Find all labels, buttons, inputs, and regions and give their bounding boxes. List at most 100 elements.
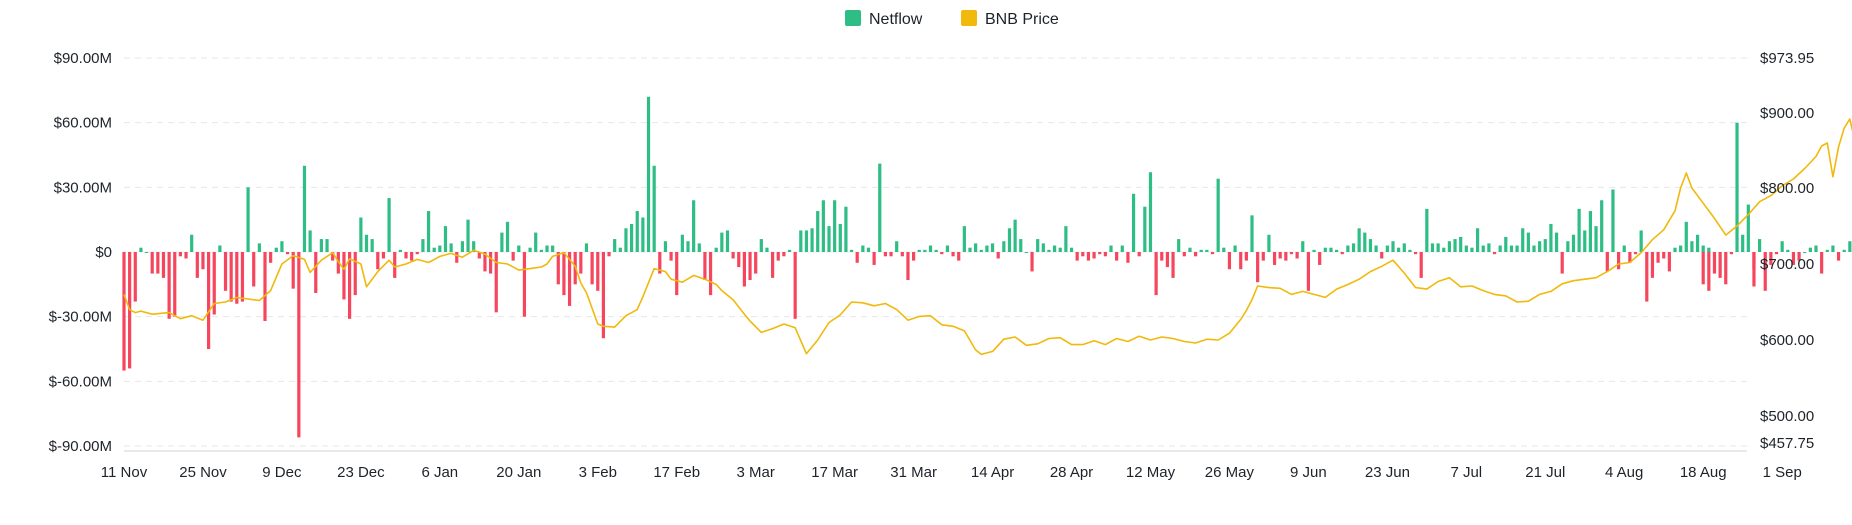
netflow-bar [1543, 239, 1547, 252]
netflow-bar [1227, 252, 1232, 270]
netflow-bar [844, 206, 848, 252]
netflow-bar [252, 252, 256, 287]
netflow-bar [833, 200, 837, 252]
x-tick-label: 25 Nov [179, 464, 227, 481]
netflow-bar [133, 252, 137, 302]
netflow-bar [455, 252, 459, 263]
netflow-bar [291, 252, 295, 289]
netflow-bar [1667, 252, 1671, 272]
netflow-bar [1103, 252, 1107, 257]
netflow-bar [1639, 230, 1643, 252]
netflow-bar [708, 252, 713, 296]
netflow-bar [940, 252, 944, 255]
netflow-bar [1081, 252, 1085, 257]
netflow-bar [1769, 252, 1773, 265]
netflow-bar [686, 241, 690, 252]
x-tick-label: 18 Aug [1680, 464, 1727, 481]
netflow-bar [1233, 245, 1237, 252]
x-tick-label: 4 Aug [1605, 464, 1643, 481]
y-right-tick-label: $800.00 [1760, 180, 1814, 197]
netflow-bar [421, 239, 425, 252]
netflow-bar [968, 247, 972, 252]
netflow-bar [342, 252, 346, 300]
netflow-bar [1244, 252, 1248, 261]
netflow-bar [1741, 234, 1745, 252]
netflow-bar [269, 252, 273, 263]
netflow-bar [827, 226, 831, 252]
bnb-price-line [123, 118, 1852, 356]
legend-item-netflow[interactable]: Netflow [845, 10, 923, 28]
netflow-bar [274, 247, 278, 252]
netflow-bar [1712, 252, 1717, 274]
netflow-bar [1115, 252, 1119, 261]
legend-label-netflow: Netflow [869, 11, 923, 28]
x-tick-label: 1 Sep [1763, 464, 1802, 481]
netflow-bar [257, 243, 261, 252]
legend-swatch-netflow [845, 10, 861, 26]
netflow-bar [1154, 252, 1158, 296]
netflow-bar [364, 234, 369, 252]
netflow-bar [799, 230, 803, 252]
netflow-bar [1289, 252, 1294, 255]
netflow-bar [1538, 241, 1542, 252]
netflow-bar [534, 232, 538, 252]
netflow-bar [630, 223, 634, 252]
netflow-bar [331, 252, 335, 261]
netflow-bar [398, 249, 402, 252]
netflow-bar [900, 252, 904, 257]
netflow-bar [1447, 241, 1451, 252]
netflow-bar [658, 252, 662, 274]
netflow-bar [443, 226, 448, 252]
netflow-bar [1746, 204, 1750, 252]
netflow-bar [1064, 226, 1068, 252]
netflow-bar [297, 252, 301, 438]
netflow-bar [528, 247, 532, 252]
netflow-bar [1679, 245, 1683, 252]
netflow-bar [1752, 252, 1756, 287]
netflow-bar [1735, 122, 1739, 252]
legend-item-bnb-price[interactable]: BNB Price [961, 10, 1059, 28]
netflow-bar [641, 217, 645, 252]
netflow-bar [1391, 241, 1395, 252]
netflow-bar [1690, 241, 1694, 252]
netflow-bar [1047, 249, 1051, 252]
netflow-bar [1194, 252, 1198, 257]
netflow-bar [1425, 208, 1429, 252]
netflow-bar [1041, 243, 1045, 252]
netflow-bar [207, 252, 211, 349]
netflow-bar [1210, 252, 1215, 255]
netflow-bar [551, 245, 555, 252]
netflow-bar [1222, 247, 1226, 252]
netflow-bar [1036, 239, 1040, 252]
netflow-bar [742, 252, 746, 287]
netflow-bar [1165, 252, 1169, 268]
x-tick-label: 14 Apr [971, 464, 1014, 481]
netflow-bar [866, 247, 871, 252]
netflow-bar [754, 252, 758, 274]
netflow-bar [1481, 245, 1485, 252]
netflow-bar [1374, 245, 1378, 252]
netflow-bar [229, 252, 233, 302]
netflow-bar [500, 232, 504, 252]
netflow-bar [1464, 245, 1468, 252]
netflow-bar [1002, 241, 1006, 252]
netflow-bar [178, 252, 182, 257]
netflow-bar [945, 245, 950, 252]
netflow-bar [697, 243, 701, 252]
netflow-bar [714, 247, 718, 252]
y-right-tick-label: $900.00 [1760, 105, 1814, 122]
netflow-bar [545, 245, 549, 252]
netflow-bar [1611, 189, 1615, 252]
netflow-bar [432, 247, 436, 252]
netflow-bar [1701, 252, 1705, 285]
netflow-bar [1019, 239, 1023, 252]
netflow-bar [855, 252, 859, 263]
netflow-bar [240, 252, 245, 302]
price-line-layer [123, 118, 1852, 356]
netflow-bar [1470, 247, 1474, 252]
netflow-bar [1600, 200, 1604, 252]
netflow-bar [517, 245, 521, 252]
x-tick-label: 26 May [1205, 464, 1255, 481]
netflow-bar [1797, 252, 1801, 261]
